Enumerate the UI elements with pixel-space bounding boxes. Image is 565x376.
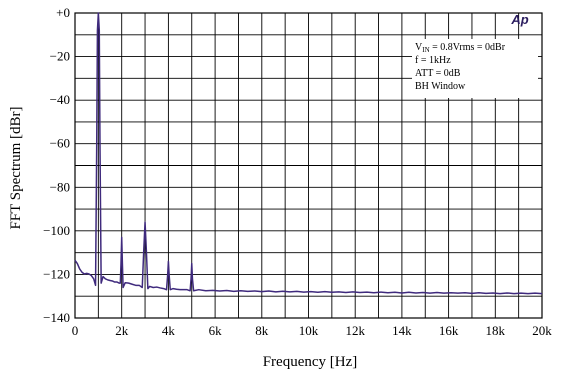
- x-tick-label: 16k: [439, 323, 459, 338]
- x-axis-ticks: 0 2k 4k 6k 8k 10k 12k 14k 16k 18k 20k: [72, 323, 553, 338]
- annotation-line: VIN = 0.8Vrms = 0dBr: [415, 42, 506, 54]
- y-axis-label: FFT Spectrum [dBr]: [8, 106, 24, 229]
- x-tick-label: 12k: [345, 323, 365, 338]
- annotation-line: BH Window: [415, 81, 466, 92]
- annotation-line: ATT = 0dB: [415, 68, 461, 79]
- ap-logo: Ap: [510, 12, 528, 27]
- series-line: [74, 12, 543, 295]
- x-tick-label: 18k: [486, 323, 506, 338]
- y-tick-label: −120: [43, 266, 70, 281]
- annotation-background: [412, 39, 538, 98]
- y-tick-label: −80: [50, 179, 70, 194]
- x-tick-label: 2k: [115, 323, 129, 338]
- y-tick-label: −60: [50, 136, 70, 151]
- y-tick-label: −140: [43, 310, 70, 325]
- y-tick-label: +0: [56, 5, 70, 20]
- y-tick-label: −20: [50, 49, 70, 64]
- y-tick-label: −100: [43, 223, 70, 238]
- x-tick-label: 20k: [532, 323, 552, 338]
- x-tick-label: 4k: [162, 323, 176, 338]
- x-axis-label: Frequency [Hz]: [263, 354, 358, 370]
- y-axis-ticks: +0 −20 −40 −60 −80 −100 −120 −140: [43, 5, 70, 325]
- series-group: [74, 12, 543, 295]
- x-tick-label: 10k: [299, 323, 319, 338]
- y-tick-label: −40: [50, 92, 70, 107]
- x-tick-label: 0: [72, 323, 79, 338]
- x-tick-label: 6k: [209, 323, 223, 338]
- annotation-box: VIN = 0.8Vrms = 0dBr f = 1kHz ATT = 0dB BH…: [412, 39, 538, 98]
- annotation-line: f = 1kHz: [415, 55, 451, 66]
- x-tick-label: 14k: [392, 323, 412, 338]
- x-tick-label: 8k: [255, 323, 269, 338]
